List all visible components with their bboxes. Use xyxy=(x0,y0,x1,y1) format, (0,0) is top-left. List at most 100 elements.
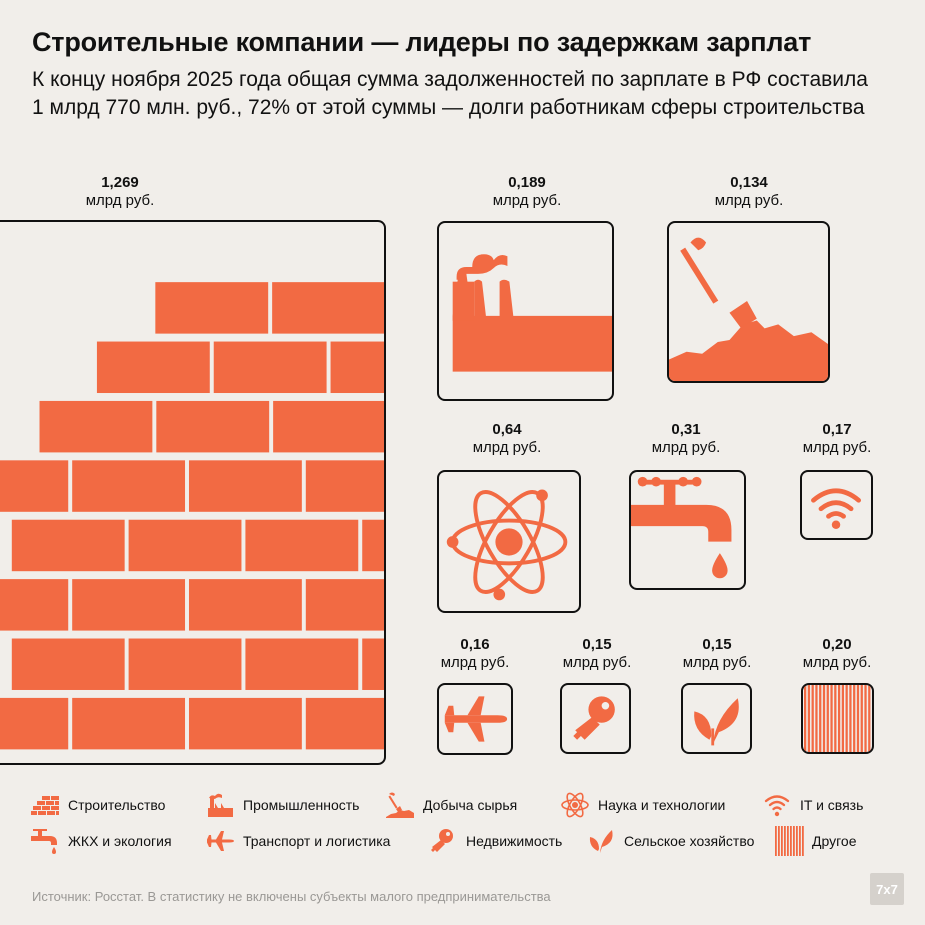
shovel-icon xyxy=(386,792,414,818)
brick xyxy=(272,282,384,334)
stripe xyxy=(864,685,867,752)
brick xyxy=(72,697,186,750)
legend-label: Промышленность xyxy=(243,797,360,813)
atom-icon xyxy=(446,489,568,601)
stripe xyxy=(781,826,783,856)
stripe xyxy=(845,685,848,752)
source-note: Источник: Росстат. В статистику не включ… xyxy=(32,889,551,904)
brick xyxy=(188,460,302,512)
legend-label: Другое xyxy=(812,833,857,849)
key-icon xyxy=(573,696,615,740)
brick xyxy=(0,460,69,512)
brick xyxy=(188,697,302,750)
brick xyxy=(156,400,270,453)
legend-item-agri: Сельское хозяйство xyxy=(586,826,754,856)
stripes-icon xyxy=(775,826,804,856)
value-label-transport: 0,16 млрд руб. xyxy=(440,636,510,671)
airplane-icon xyxy=(444,696,508,742)
faucet-icon xyxy=(631,476,732,579)
stripe xyxy=(822,685,826,752)
value-label-science: 0,64 млрд руб. xyxy=(472,421,542,456)
tile-other xyxy=(801,683,874,754)
legend-label: IT и связь xyxy=(800,797,864,813)
brick xyxy=(245,638,359,690)
brick xyxy=(39,400,153,453)
legend-item-industry: Промышленность xyxy=(205,790,359,820)
brick xyxy=(245,519,359,572)
legend-item-housing: ЖКХ и экология xyxy=(30,826,172,856)
stripe xyxy=(799,826,801,856)
brick xyxy=(128,519,242,572)
legend-item-it: IT и связь xyxy=(762,790,863,820)
stripe xyxy=(778,826,780,856)
value-label-realty: 0,15 млрд руб. xyxy=(562,636,632,671)
brick xyxy=(362,519,384,572)
legend-item-science: Наука и технологии xyxy=(560,790,725,820)
stripe xyxy=(784,826,786,856)
stripe xyxy=(819,685,822,752)
brick-wall-icon xyxy=(0,282,384,750)
stripe xyxy=(802,826,804,856)
stripe xyxy=(796,826,798,856)
tile-realty xyxy=(560,683,631,754)
legend-label: Транспорт и логистика xyxy=(243,833,391,849)
legend-item-mining: Добыча сырья xyxy=(385,790,517,820)
legend-item-realty: Недвижимость xyxy=(428,826,562,856)
value-label-industry: 0,189 млрд руб. xyxy=(492,174,562,209)
brick xyxy=(128,638,242,690)
brick xyxy=(72,579,186,631)
value-label-housing: 0,31 млрд руб. xyxy=(651,421,721,456)
stripe xyxy=(860,685,863,752)
tile-construction xyxy=(0,220,386,765)
brick xyxy=(155,282,269,334)
brick xyxy=(72,460,186,512)
tile-mining xyxy=(667,221,830,383)
stripe xyxy=(790,826,792,856)
brick xyxy=(305,460,384,512)
brick xyxy=(273,400,384,453)
value-label-agri: 0,15 млрд руб. xyxy=(682,636,752,671)
brick xyxy=(305,579,384,631)
leaf-icon xyxy=(694,698,739,746)
stripe xyxy=(787,826,789,856)
shovel-icon xyxy=(669,237,828,381)
stripe xyxy=(856,685,860,752)
stripe xyxy=(830,685,833,752)
tile-agri xyxy=(681,683,752,754)
legend-label: ЖКХ и экология xyxy=(68,833,172,849)
tile-science xyxy=(437,470,581,613)
stripe xyxy=(834,685,837,752)
legend-item-construction: Строительство xyxy=(30,790,165,820)
stripe xyxy=(837,685,841,752)
brick xyxy=(330,341,384,394)
value-label-mining: 0,134 млрд руб. xyxy=(714,174,784,209)
brick-wall-icon xyxy=(31,796,59,815)
factory-icon xyxy=(452,254,612,372)
brick xyxy=(11,519,125,572)
stripe xyxy=(815,685,818,752)
leaf-icon xyxy=(589,830,613,853)
legend-label: Недвижимость xyxy=(466,833,563,849)
stripe xyxy=(811,685,814,752)
value-label-it: 0,17 млрд руб. xyxy=(802,421,872,456)
legend: Строительство Промышленность Добыча сырь… xyxy=(30,786,900,866)
stripe xyxy=(849,685,852,752)
legend-label: Наука и технологии xyxy=(598,797,726,813)
brick xyxy=(0,579,69,631)
legend-label: Добыча сырья xyxy=(423,797,518,813)
tile-it xyxy=(800,470,873,540)
tile-housing xyxy=(629,470,746,590)
brick xyxy=(305,697,384,750)
stripe xyxy=(807,685,811,752)
brick xyxy=(96,341,210,394)
tile-transport xyxy=(437,683,513,755)
tile-industry xyxy=(437,221,614,401)
stripe xyxy=(793,826,795,856)
legend-item-other: Другое xyxy=(774,826,856,856)
stripes-icon xyxy=(804,685,871,752)
brick xyxy=(213,341,327,394)
legend-item-transport: Транспорт и логистика xyxy=(205,826,390,856)
value-label-construction: 1,269 млрд руб. xyxy=(85,174,155,209)
brick xyxy=(362,638,384,690)
brand-logo: 7x7 xyxy=(870,873,904,905)
